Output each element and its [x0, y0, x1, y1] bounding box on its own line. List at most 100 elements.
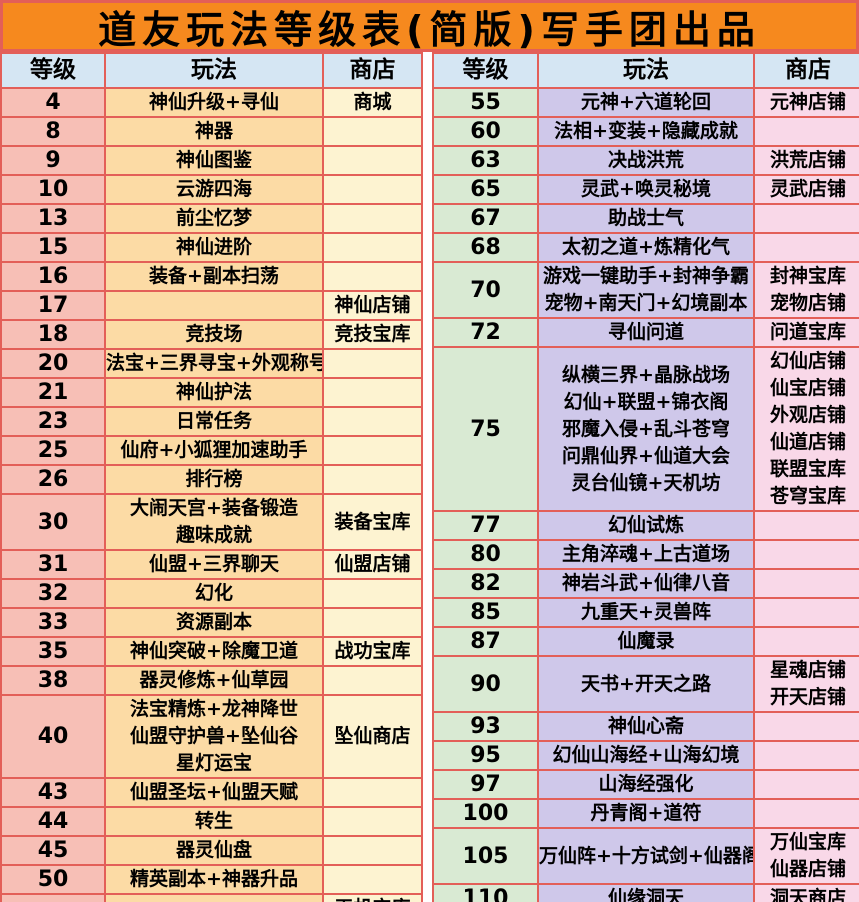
- shop-cell: 幻仙店铺 仙宝店铺 外观店铺 仙道店铺 联盟宝库 苍穹宝库: [753, 346, 859, 512]
- shop-line: 封神宝库: [769, 265, 846, 287]
- gameplay-cell: 转生: [104, 806, 324, 837]
- right-level-table: 等级 玩法 商店 55 元神+六道轮回 元神店铺 60 法相+变装+隐藏成就 63 决战洪荒 洪荒店…: [432, 52, 859, 902]
- level-cell: 97: [432, 769, 539, 800]
- gameplay-cell: 天书+开天之路: [537, 655, 755, 713]
- table-row: 80 主角淬魂+上古道场: [432, 539, 859, 570]
- table-row: 87 仙魔录: [432, 626, 859, 657]
- shop-cell: 神仙店铺: [322, 290, 423, 321]
- shop-cell: 封神宝库 宠物店铺: [753, 261, 859, 319]
- level-cell: 110: [432, 883, 539, 902]
- gameplay-line: 神仙护法: [175, 381, 252, 403]
- gameplay-cell: 神器: [104, 116, 324, 147]
- shop-cell: [753, 232, 859, 263]
- level-cell: 21: [0, 377, 106, 408]
- gameplay-line: 排行榜: [185, 468, 243, 490]
- page-title: 道友玩法等级表(简版)写手团出品: [0, 0, 859, 52]
- shop-cell: [322, 806, 423, 837]
- gameplay-line: 神仙突破+除魔卫道: [130, 640, 298, 662]
- shop-cell: 竞技宝库: [322, 319, 423, 350]
- header-row: 等级 玩法 商店: [432, 52, 859, 89]
- gameplay-line: 天书+开天之路: [581, 672, 711, 695]
- gameplay-cell: 器灵仙盘: [104, 835, 324, 866]
- table-row: 110 仙缘洞天 洞天商店: [432, 883, 859, 902]
- gameplay-line: 幻仙试炼: [607, 514, 684, 536]
- gameplay-line: 法相+变装+隐藏成就: [554, 120, 738, 142]
- gameplay-cell: 神仙突破+除魔卫道: [104, 636, 324, 667]
- table-row: 21 神仙护法: [0, 377, 423, 408]
- gameplay-line: 大闹天宫+装备锻造: [130, 497, 298, 519]
- gameplay-line: 资源副本: [175, 611, 252, 633]
- shop-cell: [322, 835, 423, 866]
- gameplay-line: 太初之道+炼精化气: [562, 236, 730, 258]
- shop-cell: [753, 568, 859, 599]
- shop-line: 洞天商店: [769, 887, 846, 902]
- level-cell: 35: [0, 636, 106, 667]
- table-row: 63 决战洪荒 洪荒店铺: [432, 145, 859, 176]
- level-cell: 85: [432, 597, 539, 628]
- gameplay-cell: 游戏一键助手+封神争霸 宠物+南天门+幻境副本: [537, 261, 755, 319]
- level-cell: 31: [0, 549, 106, 580]
- shop-cell: [322, 116, 423, 147]
- shop-cell: [322, 464, 423, 495]
- level-cell: 17: [0, 290, 106, 321]
- gameplay-cell: 神仙进阶: [104, 232, 324, 263]
- level-cell: 15: [0, 232, 106, 263]
- gameplay-cell: 九重天+灵兽阵: [537, 597, 755, 628]
- level-cell: 105: [432, 827, 539, 885]
- gameplay-line: 决战洪荒: [607, 149, 684, 171]
- shop-cell: 仙盟店铺: [322, 549, 423, 580]
- gameplay-cell: 资源副本: [104, 607, 324, 638]
- gameplay-line: 仙魔录: [617, 630, 675, 652]
- shop-line: 幻仙店铺: [769, 350, 846, 372]
- table-row: 23 日常任务: [0, 406, 423, 437]
- table-row: 9 神仙图鉴: [0, 145, 423, 176]
- table-row: 25 仙府+小狐狸加速助手: [0, 435, 423, 466]
- level-cell: 68: [432, 232, 539, 263]
- table-row: 60 法相+变装+隐藏成就: [432, 116, 859, 147]
- gameplay-cell: 纵横三界+晶脉战场 幻仙+联盟+锦衣阁 邪魔入侵+乱斗苍穹 问鼎仙界+仙道大会 灵台仙镜…: [537, 346, 755, 512]
- column-header-level: 等级: [432, 52, 539, 89]
- shop-line: 天机宝库: [325, 896, 420, 902]
- level-cell: 82: [432, 568, 539, 599]
- table-row: 31 仙盟+三界聊天 仙盟店铺: [0, 549, 423, 580]
- table-row: 17 神仙店铺: [0, 290, 423, 321]
- shop-line: 问道宝库: [769, 321, 846, 343]
- gameplay-line: 法宝精炼+龙神降世: [130, 698, 298, 720]
- table-row: 33 资源副本: [0, 607, 423, 638]
- table-row: 16 装备+副本扫荡: [0, 261, 423, 292]
- gameplay-line: 寻仙问道: [607, 321, 684, 343]
- gameplay-line: 幻仙山海经+山海幻境: [552, 744, 740, 766]
- shop-cell: [322, 777, 423, 808]
- gameplay-line: 器灵修炼+仙草园: [139, 669, 289, 691]
- gameplay-cell: 幻仙山海经+山海幻境: [537, 740, 755, 771]
- shop-cell: [753, 626, 859, 657]
- gameplay-cell: 山海经+志怪副本: [104, 893, 324, 902]
- tables-row: 等级 玩法 商店 4 神仙升级+寻仙 商城 8 神器 9 神仙图鉴 10 云游四海 13 前尘忆梦 15 神仙…: [0, 52, 859, 902]
- gameplay-cell: 寻仙问道: [537, 317, 755, 348]
- shop-cell: 问道宝库: [753, 317, 859, 348]
- gameplay-cell: 神岩斗武+仙律八音: [537, 568, 755, 599]
- shop-line: 装备宝库: [334, 510, 411, 533]
- table-row: 72 寻仙问道 问道宝库: [432, 317, 859, 348]
- level-cell: 100: [432, 798, 539, 829]
- shop-line: 苍穹宝库: [769, 485, 846, 507]
- gameplay-line: 趣味成就: [175, 524, 252, 546]
- shop-cell: 商城: [322, 87, 423, 118]
- shop-line: 灵武店铺: [769, 178, 846, 200]
- gameplay-line: 竞技场: [185, 323, 243, 345]
- gameplay-cell: 仙缘洞天: [537, 883, 755, 902]
- table-row: 75 纵横三界+晶脉战场 幻仙+联盟+锦衣阁 邪魔入侵+乱斗苍穹 问鼎仙界+仙道大会 灵台…: [432, 346, 859, 512]
- shop-cell: [322, 665, 423, 696]
- gameplay-cell: 元神+六道轮回: [537, 87, 755, 118]
- table-row: 85 九重天+灵兽阵: [432, 597, 859, 628]
- gameplay-line: 万仙阵+十方试剑+仙器阁: [539, 844, 754, 867]
- shop-cell: [753, 203, 859, 234]
- level-cell: 40: [0, 694, 106, 779]
- gameplay-cell: 神仙升级+寻仙: [104, 87, 324, 118]
- gameplay-line: 仙盟圣坛+仙盟天赋: [130, 781, 298, 803]
- shop-cell: 坠仙商店: [322, 694, 423, 779]
- gameplay-cell: 丹青阁+道符: [537, 798, 755, 829]
- shop-cell: 万仙宝库 仙器店铺: [753, 827, 859, 885]
- level-cell: 38: [0, 665, 106, 696]
- level-cell: 30: [0, 493, 106, 551]
